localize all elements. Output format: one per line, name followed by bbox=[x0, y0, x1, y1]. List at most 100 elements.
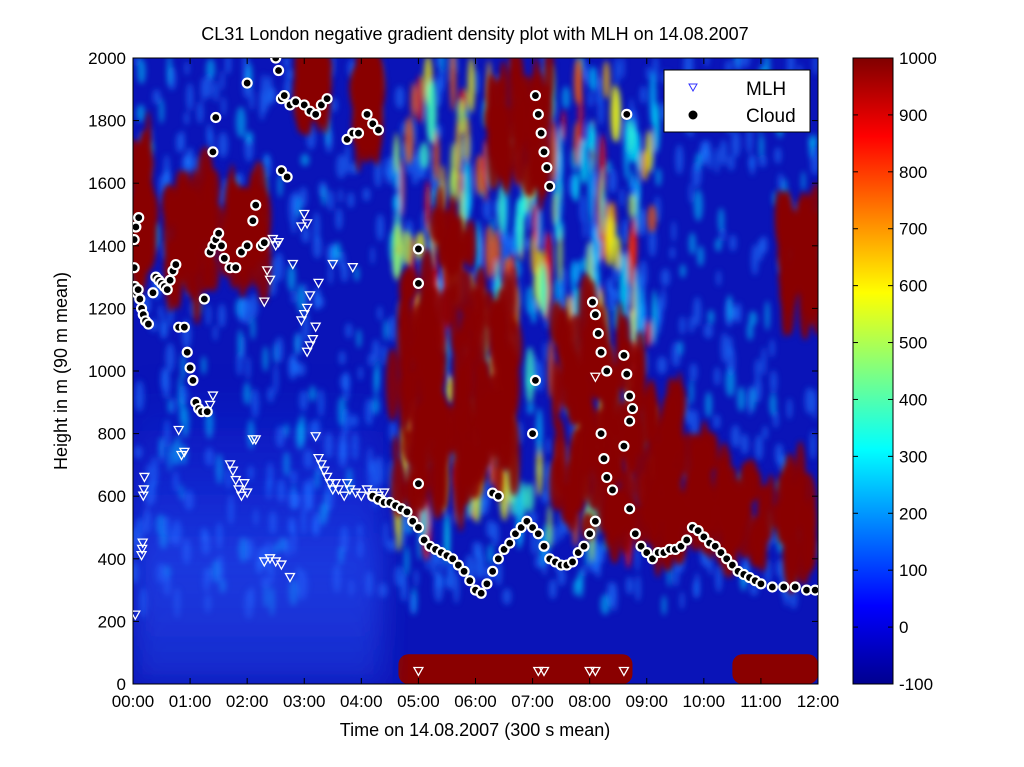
cloud-point bbox=[181, 346, 193, 358]
cloud-point bbox=[133, 212, 145, 224]
mlh-point bbox=[327, 485, 339, 496]
cloud-point bbox=[809, 584, 818, 596]
x-tick-label: 04:00 bbox=[340, 692, 383, 711]
cloud-point bbox=[412, 478, 425, 490]
mlh-point bbox=[378, 488, 390, 499]
mlh-point bbox=[230, 475, 242, 486]
mlh-point bbox=[584, 666, 596, 677]
cloud-point bbox=[481, 578, 493, 590]
y-tick-label: 600 bbox=[98, 487, 126, 506]
cloud-point bbox=[606, 484, 619, 496]
mlh-point bbox=[347, 263, 359, 274]
cloud-point bbox=[475, 587, 487, 599]
x-tick-label: 02:00 bbox=[226, 692, 269, 711]
y-tick-label: 1400 bbox=[88, 237, 126, 256]
mlh-point bbox=[258, 297, 270, 308]
mlh-point bbox=[301, 347, 313, 358]
x-tick-label: 09:00 bbox=[625, 692, 668, 711]
cloud-point bbox=[526, 428, 539, 440]
x-tick-label: 00:00 bbox=[112, 692, 155, 711]
cloud-point bbox=[241, 240, 253, 252]
x-tick-label: 05:00 bbox=[397, 692, 440, 711]
cloud-point bbox=[538, 540, 550, 552]
colorbar-tick-label: 600 bbox=[899, 277, 927, 296]
cloud-point bbox=[529, 89, 542, 102]
cloud-point bbox=[187, 374, 199, 386]
cloud-point bbox=[230, 262, 242, 274]
y-tick-label: 1800 bbox=[88, 112, 126, 131]
colorbar-tick-label: 500 bbox=[899, 334, 927, 353]
mlh-point bbox=[224, 460, 236, 471]
cloud-point bbox=[352, 127, 365, 139]
cloud-point bbox=[218, 252, 230, 264]
cloud-point bbox=[321, 93, 333, 105]
cloud-point bbox=[198, 293, 210, 305]
cloud-point bbox=[161, 284, 173, 296]
mlh-point bbox=[321, 472, 333, 483]
mlh-point bbox=[338, 491, 350, 502]
mlh-point bbox=[295, 316, 308, 327]
cloud-point bbox=[595, 428, 607, 440]
legend-mlh-label: MLH bbox=[746, 79, 786, 100]
cloud-point bbox=[624, 390, 636, 402]
cloud-point bbox=[464, 575, 476, 587]
cloud-point bbox=[134, 293, 146, 305]
y-tick-label: 1200 bbox=[88, 299, 126, 318]
cloud-point bbox=[755, 578, 767, 590]
mlh-point bbox=[327, 259, 339, 270]
mlh-point bbox=[310, 322, 322, 333]
y-axis-label: Height in m (90 m mean) bbox=[51, 272, 71, 470]
cloud-point bbox=[133, 221, 142, 233]
mlh-point bbox=[355, 491, 367, 502]
mlh-point bbox=[133, 610, 141, 621]
mlh-point bbox=[295, 222, 308, 233]
cloud-point bbox=[492, 553, 504, 565]
cloud-point bbox=[629, 528, 641, 540]
mlh-point bbox=[618, 666, 630, 677]
cloud-point bbox=[586, 296, 599, 308]
mlh-point bbox=[332, 485, 345, 496]
mlh-point bbox=[287, 259, 299, 270]
cloud-point bbox=[504, 537, 516, 549]
mlh-point bbox=[204, 400, 216, 411]
mlh-point bbox=[330, 479, 342, 490]
mlh-point bbox=[298, 310, 310, 320]
cloud-point bbox=[412, 277, 425, 289]
cloud-point bbox=[595, 346, 607, 358]
y-axis: 0 200 400 600 800 1000 1200 1400 1600 1800 2000 bbox=[88, 49, 818, 694]
mlh-point bbox=[227, 466, 239, 477]
cloud-point bbox=[624, 415, 636, 427]
cloud-point bbox=[241, 77, 253, 89]
mlh-point bbox=[272, 238, 285, 248]
cloud-point bbox=[310, 108, 322, 120]
mlh-point bbox=[412, 666, 425, 677]
cloud-point bbox=[566, 556, 579, 568]
cloud-point bbox=[250, 199, 262, 211]
x-tick-label: 06:00 bbox=[454, 692, 497, 711]
cloud-point bbox=[624, 503, 636, 515]
mlh-point bbox=[315, 460, 327, 471]
cloud-point bbox=[541, 161, 553, 174]
mlh-point bbox=[304, 291, 316, 302]
chart-title: CL31 London negative gradient density pl… bbox=[201, 24, 748, 44]
x-tick-label: 07:00 bbox=[511, 692, 554, 711]
cloud-point bbox=[589, 309, 601, 321]
x-tick-label: 08:00 bbox=[568, 692, 611, 711]
mlh-point bbox=[235, 491, 248, 502]
colorbar-tick-label: 400 bbox=[899, 390, 927, 409]
cloud-point bbox=[789, 581, 801, 593]
legend-mlh-marker bbox=[688, 83, 698, 93]
cloud-point bbox=[538, 146, 550, 158]
mlh-point bbox=[312, 453, 325, 464]
mlh-point bbox=[589, 372, 601, 383]
cloud-point bbox=[592, 327, 604, 340]
cloud-point bbox=[458, 565, 470, 577]
cloud-point bbox=[281, 171, 293, 183]
cloud-point bbox=[278, 89, 290, 102]
cloud-point bbox=[535, 127, 547, 139]
mlh-point bbox=[275, 560, 288, 571]
x-tick-label: 11:00 bbox=[740, 692, 781, 711]
markers bbox=[133, 58, 818, 677]
mlh-point bbox=[307, 335, 319, 346]
mlh-point bbox=[250, 435, 262, 446]
